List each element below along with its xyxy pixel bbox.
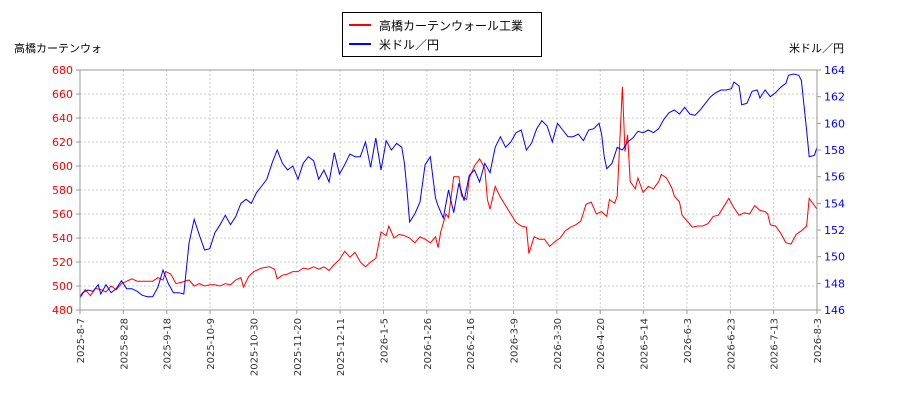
x-tick-label: 2026-5-14 — [640, 318, 651, 370]
x-tick-label: 2025-10-9 — [206, 318, 217, 370]
right-tick-label: 154 — [824, 197, 845, 210]
left-tick-label: 560 — [52, 208, 73, 221]
right-axis-title: 米ドル／円 — [789, 42, 844, 55]
right-tick-label: 160 — [824, 117, 845, 130]
x-axis: 2025-8-7 2025-8-28 2025-9-18 2025-10-9 2025-… — [76, 310, 824, 376]
x-tick-label: 2026-3-30 — [553, 318, 564, 370]
x-tick-label: 2026-4-20 — [596, 318, 607, 370]
legend-swatch-usdjpy — [349, 43, 371, 45]
left-axis: 480 500 520 540 560 580 600 620 640 660 680 — [52, 64, 80, 317]
left-tick-label: 660 — [52, 88, 73, 101]
left-tick-label: 580 — [52, 184, 73, 197]
left-tick-label: 520 — [52, 256, 73, 269]
legend: 高橋カーテンウォール工業 米ドル／円 — [342, 12, 542, 57]
legend-item-usdjpy: 米ドル／円 — [349, 35, 439, 53]
series-layer — [79, 73, 818, 299]
right-tick-label: 148 — [824, 277, 845, 290]
x-tick-label: 2026-3-9 — [510, 318, 521, 363]
x-tick-label: 2026-6-3 — [683, 318, 694, 363]
x-tick-label: 2025-12-11 — [336, 318, 347, 376]
right-tick-label: 156 — [824, 171, 845, 184]
left-tick-label: 500 — [52, 280, 73, 293]
legend-label-usdjpy: 米ドル／円 — [379, 37, 440, 52]
x-tick-label: 2025-11-20 — [293, 318, 304, 376]
x-tick-label: 2026-1-5 — [379, 318, 390, 363]
left-tick-label: 640 — [52, 112, 73, 125]
x-tick-label: 2026-7-13 — [770, 318, 781, 370]
x-tick-label: 2025-10-30 — [249, 318, 260, 376]
left-tick-label: 600 — [52, 160, 73, 173]
left-tick-label: 680 — [52, 64, 73, 77]
x-tick-label: 2026-8-3 — [813, 318, 824, 363]
left-tick-label: 480 — [52, 304, 73, 317]
right-tick-label: 162 — [824, 91, 845, 104]
right-tick-label: 150 — [824, 251, 845, 264]
left-tick-label: 540 — [52, 232, 73, 245]
x-tick-label: 2026-1-26 — [423, 318, 434, 370]
right-tick-label: 164 — [824, 64, 845, 77]
right-tick-label: 146 — [824, 304, 845, 317]
left-axis-title: 高橋カーテンウォ — [14, 42, 102, 55]
grid-lines — [79, 69, 818, 311]
x-tick-label: 2025-8-7 — [76, 318, 87, 363]
series-line-stock — [79, 86, 818, 299]
x-tick-label: 2025-9-18 — [163, 318, 174, 370]
series-line-usdjpy — [79, 73, 818, 298]
right-axis: 146 148 150 152 154 156 158 160 162 164 — [817, 64, 845, 317]
right-tick-label: 152 — [824, 224, 845, 237]
x-tick-label: 2026-6-23 — [726, 318, 737, 370]
legend-label-stock: 高橋カーテンウォール工業 — [379, 18, 524, 33]
left-tick-label: 620 — [52, 136, 73, 149]
legend-swatch-stock — [349, 24, 371, 26]
legend-item-stock: 高橋カーテンウォール工業 — [349, 16, 523, 34]
x-tick-label: 2026-2-16 — [466, 318, 477, 370]
right-tick-label: 158 — [824, 144, 845, 157]
x-tick-label: 2025-8-28 — [119, 318, 130, 370]
